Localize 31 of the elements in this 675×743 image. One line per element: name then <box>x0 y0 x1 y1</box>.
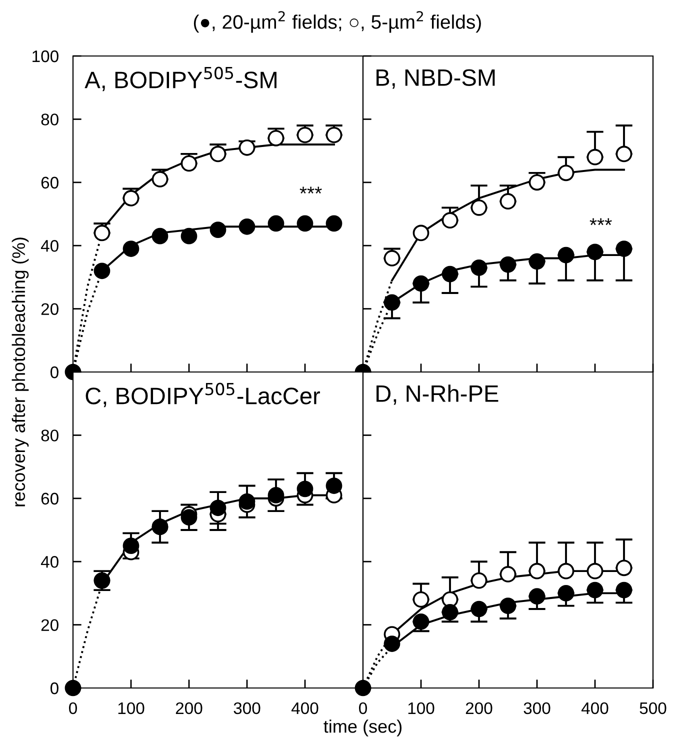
x-tick-label: 0 <box>69 702 77 714</box>
x-tick-label: 300 <box>234 702 260 714</box>
x-tick-label: 300 <box>524 702 550 714</box>
x-tick-label: 0 <box>359 702 367 714</box>
y-tick-label: 20 <box>41 303 58 316</box>
annotation: *** <box>300 186 322 194</box>
y-tick-label: 100 <box>32 50 58 62</box>
y-tick-label: 60 <box>41 492 58 505</box>
y-tick-label: 40 <box>40 556 58 568</box>
annotation: B, NBD-SM <box>376 69 495 89</box>
annotation: C, BODIPY$^{505}$-LacCer <box>86 382 320 408</box>
x-tick-label: 500 <box>640 702 666 714</box>
x-tick-label: 100 <box>408 702 434 714</box>
y-tick-label: 0 <box>50 366 58 378</box>
y-axis-title: recovery after photobleaching (%) <box>12 238 29 506</box>
x-tick-label: 400 <box>291 702 318 714</box>
y-tick-label: 0 <box>50 682 58 694</box>
x-tick-label: 400 <box>581 702 608 714</box>
y-tick-label: 40 <box>40 240 58 252</box>
y-tick-label: 20 <box>41 619 58 632</box>
annotation: A, BODIPY$^{505}$-SM <box>84 66 276 92</box>
chart-title: (●, 20-µm$^{2}$ fields; ○, 5-µm$^{2}$ fields) <box>194 11 481 33</box>
annotation: *** <box>590 218 612 226</box>
y-tick-label: 80 <box>41 430 58 442</box>
y-tick-label: 80 <box>41 114 58 126</box>
x-tick-label: 200 <box>176 702 202 714</box>
x-tick-label: 100 <box>118 702 144 714</box>
y-tick-label: 60 <box>41 176 58 189</box>
x-axis-title: time (sec) <box>324 720 402 736</box>
annotation: D, N-Rh-PE <box>376 384 498 405</box>
x-tick-label: 200 <box>466 702 492 714</box>
